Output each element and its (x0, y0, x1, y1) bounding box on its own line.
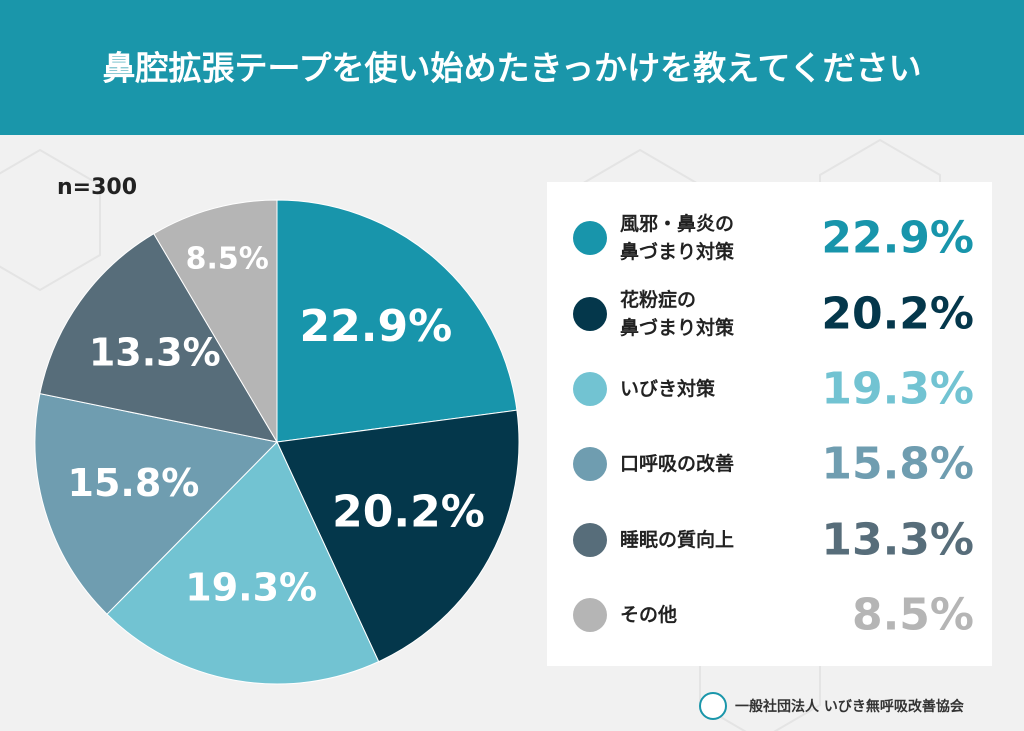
pie-slice (39, 233, 279, 443)
pie-slice (153, 199, 278, 444)
sample-size: n=300 (57, 175, 137, 200)
header-bar (0, 0, 1024, 135)
legend-swatch (573, 221, 607, 255)
slice-label: 15.8% (68, 461, 200, 505)
legend-value: 13.3% (821, 514, 974, 566)
pie-slice (34, 393, 279, 615)
legend-label: 風邪・鼻炎の 鼻づまり対策 (620, 213, 735, 263)
pie-slice (276, 199, 518, 443)
legend-label: いびき対策 (620, 378, 716, 400)
legend-value: 15.8% (821, 438, 974, 490)
legend-swatch (573, 523, 607, 557)
chart-title: 鼻腔拡張テープを使い始めたきっかけを教えてください (102, 49, 921, 88)
legend-label: 口呼吸の改善 (620, 453, 735, 475)
legend-value: 19.3% (821, 363, 974, 415)
source: 一般社団法人 いびき無呼吸改善協会 (735, 698, 965, 715)
legend-label: 睡眠の質向上 (620, 529, 735, 551)
logo (699, 692, 727, 720)
legend-box (547, 182, 992, 666)
legend-swatch (573, 372, 607, 406)
legend-swatch (573, 297, 607, 331)
legend-value: 20.2% (821, 288, 974, 340)
slice-label: 8.5% (186, 241, 269, 276)
legend-label: 花粉症の 鼻づまり対策 (620, 289, 735, 339)
pie-slice (106, 441, 380, 685)
legend-label: その他 (620, 604, 678, 626)
legend-value: 22.9% (821, 212, 974, 264)
slice-label: 22.9% (300, 301, 453, 352)
legend-swatch (573, 447, 607, 481)
legend-swatch (573, 598, 607, 632)
slice-label: 13.3% (89, 330, 221, 374)
slice-label: 20.2% (332, 486, 485, 537)
legend-value: 8.5% (851, 589, 974, 641)
pie-slice (276, 409, 520, 663)
slice-label: 19.3% (185, 565, 317, 609)
